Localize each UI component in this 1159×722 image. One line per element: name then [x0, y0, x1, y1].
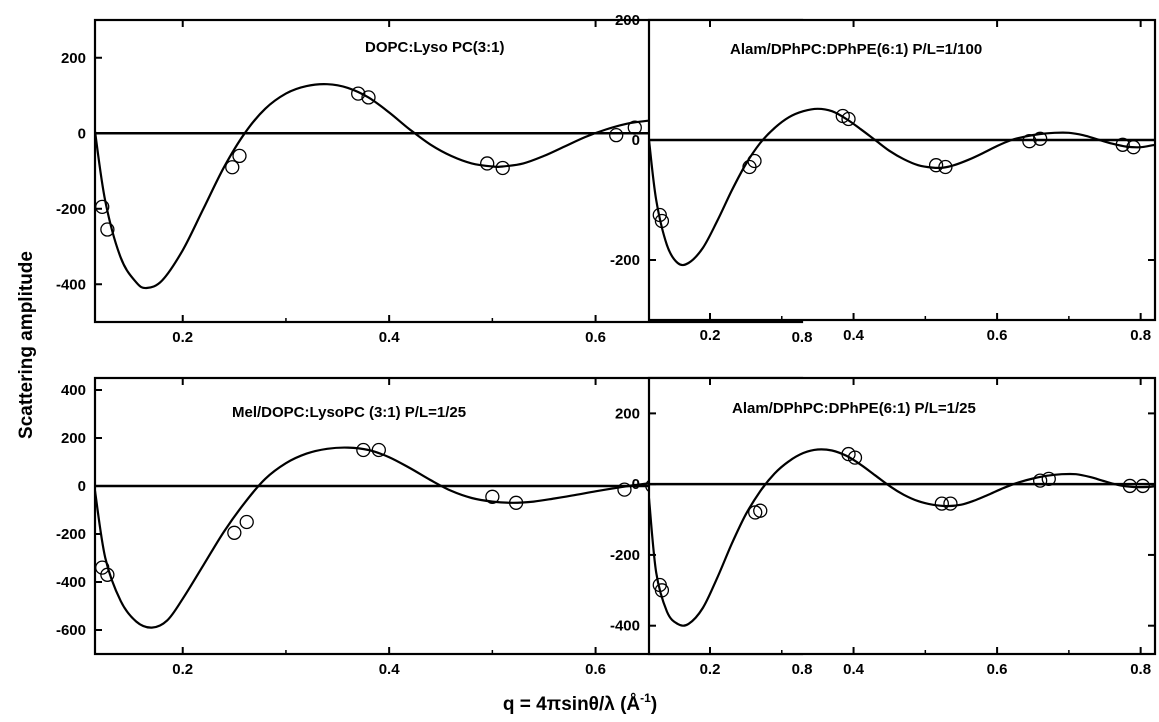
x-tick-label: 0.4 [843, 661, 865, 678]
x-tick-label: 0.8 [792, 661, 813, 678]
x-tick-label: 0.2 [700, 661, 721, 678]
data-point [841, 111, 856, 127]
y-tick-label: -400 [610, 618, 640, 635]
data-point [371, 442, 386, 458]
data-point [753, 503, 768, 518]
y-tick-label: -400 [56, 276, 86, 293]
plot-area [649, 378, 1155, 654]
data-point [747, 153, 762, 169]
data-point [361, 90, 376, 105]
data-point [934, 496, 949, 511]
fit-curve [649, 107, 1155, 267]
y-tick-label: 0 [78, 125, 86, 142]
panel-title: DOPC:Lyso PC(3:1) [365, 39, 504, 56]
data-point [480, 156, 495, 171]
panel-title: Mel/DOPC:LysoPC (3:1) P/L=1/25 [232, 404, 466, 421]
y-tick-label: 200 [615, 12, 640, 29]
x-axis-title: q = 4πsinθ/λ (Å-1) [503, 691, 657, 715]
plot-area [649, 20, 1155, 320]
y-tick-label: 0 [632, 132, 640, 149]
x-tick-label: 0.6 [987, 327, 1008, 344]
y-tick-label: 0 [78, 478, 86, 495]
y-tick-label: -600 [56, 622, 86, 639]
y-tick-label: -200 [56, 201, 86, 218]
x-tick-label: 0.8 [792, 329, 813, 346]
x-tick-label: 0.4 [379, 661, 401, 678]
y-tick-label: -400 [56, 574, 86, 591]
data-point [351, 86, 366, 101]
y-tick-label: 400 [61, 382, 86, 399]
plot-frame [647, 18, 1157, 322]
panel-title: Alam/DPhPC:DPhPE(6:1) P/L=1/100 [730, 41, 982, 58]
data-point [485, 489, 500, 504]
x-tick-label: 0.6 [585, 329, 606, 346]
data-point [654, 213, 670, 229]
data-point [943, 496, 958, 511]
data-point [938, 159, 953, 175]
data-point [1033, 131, 1048, 146]
data-point [225, 160, 240, 175]
fit-curve [649, 448, 1155, 627]
data-point [239, 514, 254, 530]
x-tick-label: 0.4 [843, 327, 865, 344]
data-point [356, 442, 371, 458]
data-point [617, 482, 632, 497]
data-point [1033, 473, 1048, 488]
y-axis-title: Scattering amplitude [16, 251, 37, 439]
data-point [100, 222, 115, 237]
y-tick-label: -200 [610, 547, 640, 564]
y-tick-label: 200 [61, 50, 86, 67]
plot-frame [647, 376, 1157, 656]
data-point [232, 148, 247, 164]
panel-4: 0.2 0.4 0.6 0.8 -400 -200 0 200 Alam/DPhPC:DPhPE… [610, 376, 1157, 678]
data-point [627, 120, 642, 135]
y-tick-label: -200 [56, 526, 86, 543]
y-tick-label: 200 [615, 405, 640, 422]
panel-title: Alam/DPhPC:DPhPE(6:1) P/L=1/25 [732, 400, 976, 417]
data-point [1041, 471, 1056, 486]
y-tick-label: 200 [61, 430, 86, 447]
data-point [652, 207, 667, 223]
x-tick-label: 0.2 [172, 329, 193, 346]
data-point [1115, 137, 1130, 152]
data-point [928, 158, 944, 173]
y-tick-label: -200 [610, 252, 640, 269]
data-point [654, 583, 670, 598]
x-tick-label: 0.8 [1130, 327, 1151, 344]
x-tick-label: 0.2 [172, 661, 193, 678]
data-point [100, 567, 115, 582]
data-point [495, 160, 510, 176]
y-tick-label: 0 [632, 476, 640, 493]
data-point [227, 525, 242, 540]
data-point [1135, 478, 1150, 494]
data-point [609, 127, 624, 143]
x-tick-label: 0.8 [1130, 661, 1151, 678]
data-point [1126, 140, 1141, 155]
data-point [847, 450, 863, 465]
data-point [1022, 134, 1037, 149]
x-tick-label: 0.2 [700, 327, 721, 344]
panel-2: 0.2 0.4 0.6 0.8 -200 0 200 Alam/DPhPC:DPhPE(6:1… [610, 12, 1157, 344]
x-tick-label: 0.6 [585, 661, 606, 678]
x-tick-label: 0.6 [987, 661, 1008, 678]
data-point [508, 495, 524, 510]
x-tick-label: 0.4 [379, 329, 401, 346]
